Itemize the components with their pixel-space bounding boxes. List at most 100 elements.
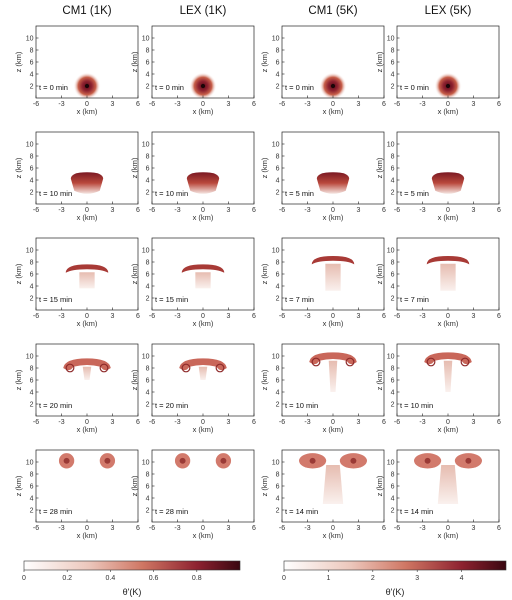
y-tick-label: 6 xyxy=(146,377,150,384)
subplot: 2 4 6 8 10 -6 -3 0 3 6 x (km) z (km) t = 7 min xyxy=(375,237,501,328)
thermal-stem xyxy=(328,360,338,392)
subplot: 2 4 6 8 10 -6 -3 0 3 6 x (km) z (km) t = 10 min xyxy=(260,343,386,434)
temperature-field xyxy=(311,256,355,291)
time-label: t = 0 min xyxy=(155,83,184,92)
x-tick-label: 3 xyxy=(357,525,361,532)
thermal-cap xyxy=(63,358,111,371)
y-tick-label: 6 xyxy=(391,59,395,66)
y-tick-label: 4 xyxy=(391,71,395,78)
y-axis-label: z (km) xyxy=(375,475,384,496)
x-tick-label: -6 xyxy=(33,313,39,320)
temperature-field xyxy=(63,358,111,380)
y-tick-label: 4 xyxy=(30,495,34,502)
x-tick-label: 0 xyxy=(331,419,335,426)
x-axis-label: x (km) xyxy=(77,319,98,328)
vortex-core xyxy=(309,457,316,464)
temperature-field xyxy=(424,352,472,392)
x-tick-label: 0 xyxy=(85,419,89,426)
x-tick-label: 0 xyxy=(201,101,205,108)
y-tick-label: 2 xyxy=(391,83,395,90)
x-axis-label: x (km) xyxy=(193,107,214,116)
y-tick-label: 10 xyxy=(26,459,34,466)
y-tick-label: 8 xyxy=(276,47,280,54)
temperature-field xyxy=(73,72,101,100)
time-label: t = 14 min xyxy=(400,507,433,516)
x-tick-label: -6 xyxy=(394,419,400,426)
y-tick-label: 6 xyxy=(276,165,280,172)
time-label: t = 10 min xyxy=(39,189,72,198)
thermal-cap xyxy=(181,264,225,273)
y-tick-label: 8 xyxy=(30,47,34,54)
x-tick-label: 6 xyxy=(497,101,501,108)
y-tick-label: 4 xyxy=(146,283,150,290)
y-axis-label: z (km) xyxy=(130,51,139,72)
x-tick-label: 3 xyxy=(227,101,231,108)
subplot: 2 4 6 8 10 -6 -3 0 3 6 x (km) z (km) t = 5 min xyxy=(260,131,386,222)
y-tick-label: 2 xyxy=(276,295,280,302)
x-tick-label: 6 xyxy=(382,419,386,426)
y-tick-label: 10 xyxy=(26,35,34,42)
y-tick-label: 2 xyxy=(276,189,280,196)
vortex-right xyxy=(215,363,225,373)
y-tick-label: 4 xyxy=(391,389,395,396)
y-tick-label: 8 xyxy=(391,153,395,160)
vortex-right xyxy=(460,357,470,367)
colorbar-tick-label: 0 xyxy=(22,575,26,582)
x-tick-label: 0 xyxy=(201,313,205,320)
y-tick-label: 10 xyxy=(26,247,34,254)
time-label: t = 5 min xyxy=(400,189,429,198)
thermal-stem xyxy=(440,263,456,291)
x-tick-label: 3 xyxy=(111,313,115,320)
x-tick-label: -3 xyxy=(174,101,180,108)
y-tick-label: 2 xyxy=(30,507,34,514)
y-tick-label: 2 xyxy=(146,83,150,90)
x-axis-label: x (km) xyxy=(438,107,459,116)
x-tick-label: -6 xyxy=(394,525,400,532)
x-axis-label: x (km) xyxy=(77,531,98,540)
y-tick-label: 6 xyxy=(276,483,280,490)
x-tick-label: -6 xyxy=(279,207,285,214)
y-tick-label: 4 xyxy=(30,389,34,396)
subplot: 2 4 6 8 10 -6 -3 0 3 6 x (km) z (km) t = 10 min xyxy=(130,131,256,222)
x-tick-label: 6 xyxy=(252,207,256,214)
y-tick-label: 2 xyxy=(146,189,150,196)
y-tick-label: 2 xyxy=(30,295,34,302)
x-tick-label: -6 xyxy=(33,525,39,532)
x-tick-label: -3 xyxy=(174,419,180,426)
x-tick-label: 3 xyxy=(472,419,476,426)
y-axis-label: z (km) xyxy=(130,157,139,178)
x-tick-label: -6 xyxy=(279,313,285,320)
time-label: t = 10 min xyxy=(285,401,318,410)
time-label: t = 28 min xyxy=(39,507,72,516)
y-axis-label: z (km) xyxy=(375,157,384,178)
y-tick-label: 8 xyxy=(30,471,34,478)
thermal-cap xyxy=(186,172,220,194)
y-tick-label: 10 xyxy=(272,459,280,466)
y-tick-label: 6 xyxy=(391,271,395,278)
x-tick-label: -6 xyxy=(149,313,155,320)
y-tick-label: 6 xyxy=(30,165,34,172)
temperature-field xyxy=(65,264,109,289)
x-tick-label: -3 xyxy=(304,207,310,214)
temperature-field xyxy=(319,72,347,100)
x-tick-label: 6 xyxy=(497,207,501,214)
colorbar-tick-label: 0.8 xyxy=(192,575,202,582)
vortex-left xyxy=(426,357,436,367)
y-tick-label: 2 xyxy=(391,401,395,408)
x-tick-label: 3 xyxy=(227,313,231,320)
y-tick-label: 8 xyxy=(391,47,395,54)
y-tick-label: 4 xyxy=(391,283,395,290)
x-tick-label: -3 xyxy=(58,101,64,108)
subplot: 2 4 6 8 10 -6 -3 0 3 6 x (km) z (km) t = 10 min xyxy=(375,343,501,434)
subplot: 2 4 6 8 10 -6 -3 0 3 6 x (km) z (km) t = 0 min xyxy=(260,25,386,116)
x-tick-label: 0 xyxy=(201,525,205,532)
y-tick-label: 4 xyxy=(276,389,280,396)
x-tick-label: -3 xyxy=(419,419,425,426)
subplot: 2 4 6 8 10 -6 -3 0 3 6 x (km) z (km) t = 28 min xyxy=(14,449,140,540)
temperature-field xyxy=(58,453,116,469)
temperature-field xyxy=(299,453,367,504)
x-tick-label: 3 xyxy=(472,313,476,320)
y-tick-label: 2 xyxy=(146,507,150,514)
x-axis-label: x (km) xyxy=(323,213,344,222)
x-tick-label: 6 xyxy=(136,525,140,532)
